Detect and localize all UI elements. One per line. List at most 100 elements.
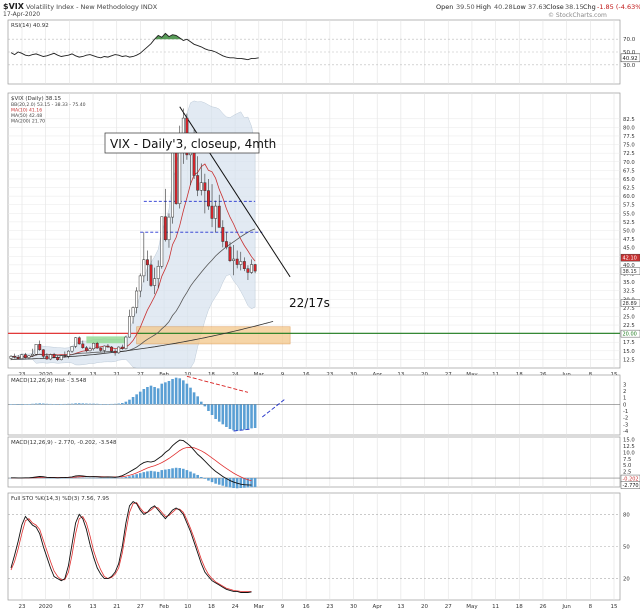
macd-hist-panel-frame <box>7 374 621 436</box>
macd-hist-bar <box>210 478 214 483</box>
macd-legend: MACD(12,26,9) - 2.770, -0.202, -3.548 <box>11 440 117 446</box>
macd-hist-bar <box>196 474 199 479</box>
hist-bar <box>192 392 196 405</box>
macd-hist-bar <box>221 478 225 486</box>
candle-body <box>142 259 146 277</box>
hist-legend: MACD(12,26,9) Hist - 3.548 <box>11 378 87 384</box>
candle-body <box>124 336 128 349</box>
candle-body <box>145 259 149 266</box>
price-tick-label: 52.5 <box>623 220 635 226</box>
price-tag-value: 42.10 <box>623 256 637 262</box>
candle-body <box>199 182 203 191</box>
hist-bar <box>146 387 149 405</box>
candle-body <box>70 346 74 352</box>
macd-hist-bar <box>59 477 63 479</box>
hist-bar <box>9 404 13 405</box>
macd-hist-bar <box>99 477 103 479</box>
candle-body <box>239 261 243 265</box>
hist-bar <box>196 396 199 405</box>
price-tick-label: 72.5 <box>623 151 635 157</box>
candle-body <box>52 354 56 358</box>
sto-x-label: 16 <box>303 604 310 610</box>
macd-hist-bar <box>67 477 70 479</box>
chg-label: Chg <box>583 3 596 11</box>
candle-body <box>88 348 92 352</box>
annotation-text: VIX - Daily'3, closeup, 4mth <box>110 137 276 151</box>
hist-bar <box>239 404 243 431</box>
macd-hist-bar <box>138 473 142 479</box>
hist-bar <box>149 385 153 405</box>
candle-body <box>135 290 139 308</box>
close-value: 38.15 <box>565 3 584 11</box>
macd-hist-bar <box>42 477 45 479</box>
macd-hist-bar <box>228 478 232 488</box>
price-tick-label: 77.5 <box>623 134 635 140</box>
rsi-tick-label: 70.0 <box>623 37 636 43</box>
sto-tick-label: 80 <box>623 512 630 518</box>
macd-hist-bar <box>70 477 74 479</box>
hist-bar <box>103 404 106 405</box>
hist-bar <box>88 403 92 405</box>
hist-bar <box>174 377 178 405</box>
candle-body <box>120 346 124 349</box>
candle-body <box>117 346 121 354</box>
hist-bar <box>217 404 221 422</box>
macd-hist-bar <box>120 477 124 479</box>
sto-legend: Full STO %K(14,3) %D(3) 7.56, 7.95 <box>11 496 110 502</box>
macd-hist-bar <box>182 468 185 479</box>
macd-hist-bar <box>153 471 156 479</box>
candle-body <box>102 345 106 351</box>
price-tag <box>620 329 640 338</box>
hist-bar <box>59 404 63 405</box>
candle-body <box>210 205 214 219</box>
candle-body <box>138 275 142 292</box>
macd-hist-bar <box>117 477 120 479</box>
candle-body <box>84 347 88 352</box>
hist-bar <box>182 380 185 405</box>
price-tag-value: 38.15 <box>623 269 637 275</box>
macd-hist-bar <box>45 477 49 479</box>
macd-panel-frame <box>7 436 621 488</box>
macd-main-line <box>11 439 252 486</box>
candle-body <box>31 354 34 356</box>
price-tick-label: 15.0 <box>623 349 635 355</box>
sto-x-label: 9 <box>281 604 285 610</box>
candle-body <box>217 205 221 228</box>
macd-hist-bar <box>106 477 110 479</box>
sto-tick-label: 20 <box>623 577 630 583</box>
macd-hist-bar <box>174 467 178 479</box>
hist-bar <box>142 389 146 405</box>
macd-hist-bar <box>185 470 189 479</box>
hist-bar <box>135 394 138 405</box>
macd-hist-bar <box>74 477 77 479</box>
macd-hist-bar <box>135 474 138 479</box>
hist-bar <box>243 404 246 430</box>
hist-bar <box>160 383 164 405</box>
annotation-box <box>104 132 260 154</box>
rsi-last-value: 40.92 <box>623 56 638 62</box>
candle-body <box>110 346 113 352</box>
sto-k-line <box>10 501 252 593</box>
candle-body <box>242 261 246 269</box>
macd-hist-bar <box>63 477 67 479</box>
candle-body <box>13 356 17 358</box>
sto-x-label: 21 <box>113 604 120 610</box>
macd-hist-bar <box>146 471 149 479</box>
macd-hist-bar <box>243 478 246 488</box>
price-tick-label: 35.0 <box>623 280 635 286</box>
hist-bar <box>77 403 81 405</box>
price-indicator-legend: MA(200) 21.70 <box>11 119 45 125</box>
sto-x-label: 13 <box>90 604 97 610</box>
rsi-legend: RSI(14) 40.92 <box>11 23 49 29</box>
candle-body <box>149 264 153 286</box>
macd-hist-bar <box>239 478 243 489</box>
price-tick-label: 60.0 <box>623 194 635 200</box>
hist-bar <box>113 403 117 405</box>
price-tick-label: 75.0 <box>623 143 635 149</box>
sto-x-label: 11 <box>492 604 499 610</box>
close-label: Close <box>546 3 564 11</box>
candle-body <box>59 355 63 360</box>
hist-bar <box>74 403 77 405</box>
price-tick-label: 82.5 <box>623 117 635 123</box>
hist-bar <box>138 391 142 405</box>
